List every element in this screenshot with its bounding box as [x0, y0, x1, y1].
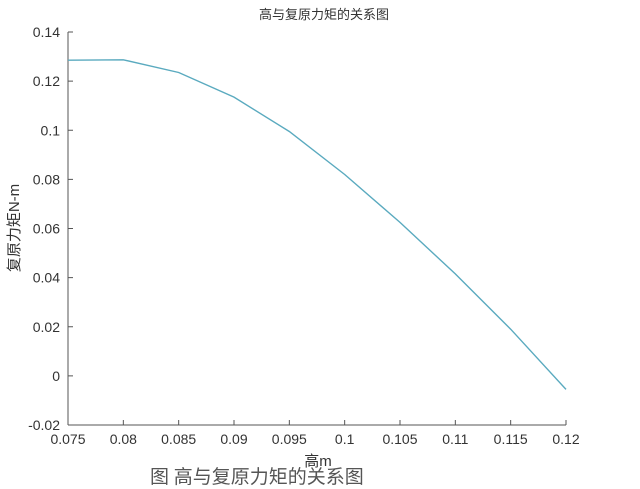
- y-tick-label: 0: [52, 368, 60, 384]
- y-tick-label: 0.04: [33, 270, 60, 286]
- x-axis-title: 高m: [304, 453, 332, 470]
- y-tick-label: 0.06: [33, 221, 60, 237]
- y-tick-label: 0.14: [33, 24, 60, 40]
- y-tick-label: 0.02: [33, 319, 60, 335]
- x-tick-label: 0.115: [494, 431, 528, 447]
- figure-caption: 图 高与复原力矩的关系图: [150, 467, 364, 488]
- y-tick-label: 0.12: [33, 73, 60, 89]
- x-tick-label: 0.075: [50, 431, 85, 447]
- x-tick-label: 0.095: [272, 431, 307, 447]
- series-line: [67, 59, 567, 390]
- y-tick-label: 0.1: [41, 122, 61, 138]
- x-tick-label: 0.11: [442, 431, 468, 447]
- x-tick-label: 0.12: [552, 431, 579, 447]
- x-tick-label: 0.085: [161, 431, 196, 447]
- x-tick-label: 0.105: [382, 431, 417, 447]
- x-tick-label: 0.08: [110, 431, 137, 447]
- y-tick-label: 0.08: [33, 171, 60, 187]
- x-tick-label: 0.09: [220, 431, 247, 447]
- x-tick-label: 0.1: [335, 431, 355, 447]
- chart-title: 高与复原力矩的关系图: [259, 7, 389, 22]
- y-tick-label: -0.02: [28, 417, 60, 433]
- y-axis-title: 复原力矩N-m: [5, 184, 23, 272]
